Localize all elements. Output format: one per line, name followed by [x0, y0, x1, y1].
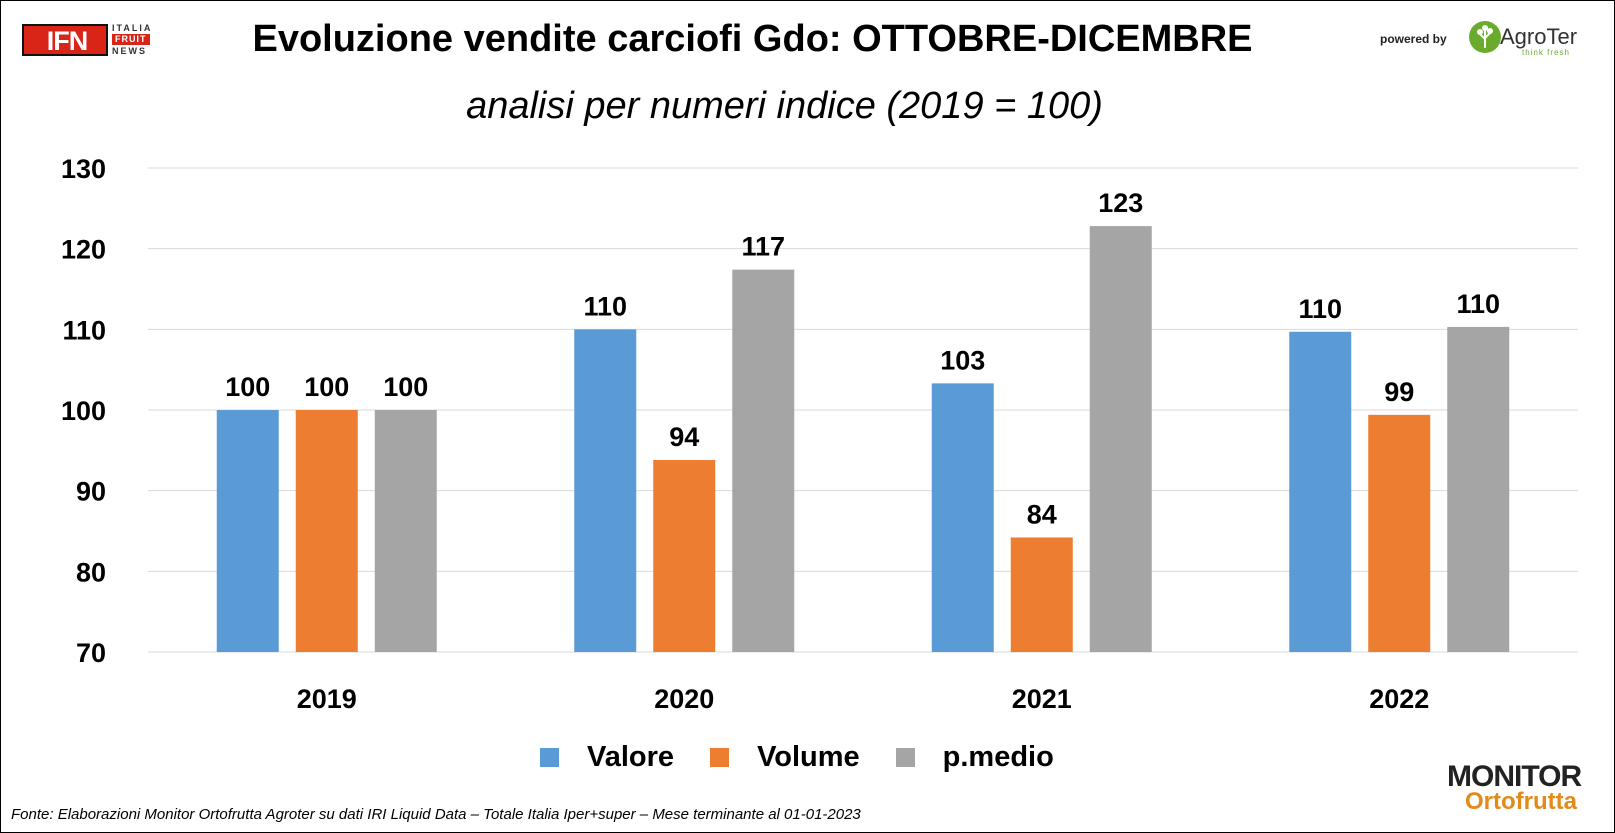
ifn-logo-line2: FRUIT — [112, 34, 150, 45]
chart-title: Evoluzione vendite carciofi Gdo: OTTOBRE… — [252, 18, 1253, 60]
bar-volume-2019 — [295, 410, 358, 652]
ifn-logo: IFN ITALIA FRUIT NEWS — [22, 22, 164, 60]
bar-valore-2019 — [216, 410, 279, 652]
data-label: 84 — [1027, 499, 1057, 529]
source-note: Fonte: Elaborazioni Monitor Ortofrutta A… — [11, 806, 861, 823]
monitor-logo-top: MONITOR — [1447, 760, 1582, 793]
legend-label: Valore — [587, 740, 675, 773]
legend-label: p.medio — [942, 740, 1054, 773]
data-label: 103 — [940, 345, 985, 375]
y-tick-label: 70 — [76, 638, 106, 668]
y-tick-label: 80 — [76, 557, 106, 587]
legend-swatch — [540, 747, 559, 767]
ifn-logo-main: IFN — [46, 26, 89, 56]
bar-pmedio-2022 — [1447, 326, 1510, 652]
legend-swatch — [895, 747, 915, 767]
bar-valore-2021 — [931, 383, 994, 652]
tree-icon — [1469, 21, 1501, 53]
y-tick-label: 90 — [76, 477, 106, 507]
data-label: 110 — [583, 291, 627, 321]
data-label: 100 — [304, 372, 349, 402]
y-tick-label: 100 — [61, 396, 106, 426]
x-tick-label: 2019 — [297, 684, 357, 714]
y-tick-label: 110 — [62, 315, 106, 345]
legend-swatch — [710, 747, 730, 767]
legend-label: Volume — [757, 740, 860, 773]
x-tick-label: 2020 — [654, 684, 714, 714]
bar-volume-2021 — [1010, 537, 1073, 652]
data-label: 94 — [669, 422, 699, 452]
chart-subtitle: analisi per numeri indice (2019 = 100) — [466, 85, 1103, 127]
agroter-name: AgroTer — [1500, 24, 1578, 49]
powered-by-label: powered by — [1380, 32, 1447, 46]
data-label: 110 — [1298, 294, 1342, 324]
agroter-tagline: think fresh — [1522, 48, 1570, 57]
y-tick-label: 120 — [61, 235, 106, 265]
chart-legend: Valore Volume p.medio — [540, 739, 1090, 775]
bar-pmedio-2021 — [1089, 226, 1152, 652]
bar-volume-2022 — [1368, 414, 1431, 652]
bar-valore-2022 — [1289, 331, 1352, 652]
bar-valore-2020 — [574, 329, 637, 652]
ifn-logo-box: IFN — [22, 24, 108, 56]
ifn-logo-line3: NEWS — [112, 46, 147, 56]
data-label: 100 — [383, 372, 428, 402]
bar-volume-2020 — [653, 460, 716, 652]
data-label: 100 — [225, 372, 270, 402]
bar-pmedio-2020 — [732, 269, 795, 652]
monitor-ortofrutta-logo: MONITOR Ortofrutta — [1447, 760, 1597, 820]
legend-item: p.medio — [895, 740, 1054, 774]
legend-item: Volume — [710, 741, 860, 774]
monitor-logo-bottom: Ortofrutta — [1465, 788, 1577, 815]
y-tick-label: 130 — [61, 154, 106, 184]
data-label: 117 — [741, 232, 785, 262]
data-label: 123 — [1098, 188, 1143, 218]
x-tick-label: 2021 — [1012, 684, 1072, 714]
legend-item: Valore — [540, 741, 674, 774]
bar-pmedio-2019 — [374, 410, 437, 652]
ifn-logo-line1: ITALIA — [112, 23, 153, 33]
data-label: 99 — [1384, 377, 1414, 407]
x-tick-label: 2022 — [1369, 684, 1429, 714]
data-label: 110 — [1456, 289, 1500, 319]
